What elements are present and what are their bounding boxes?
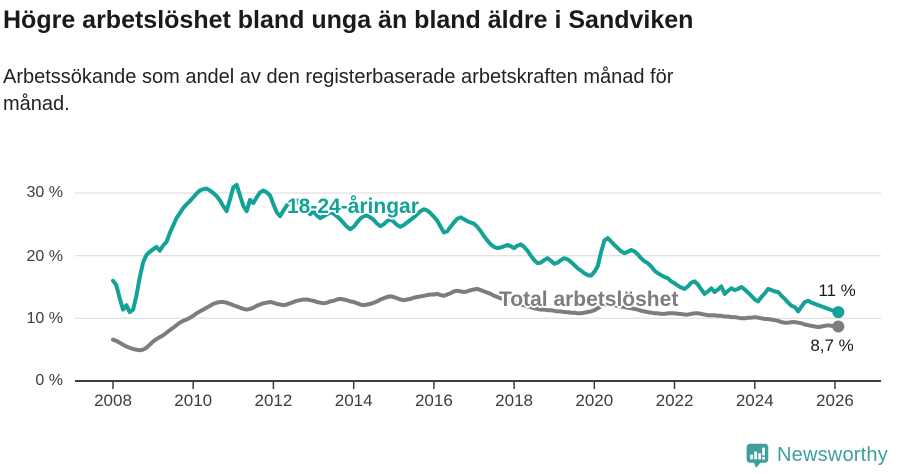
x-tick-label: 2020 [575, 391, 614, 410]
end-value-label-young: 11 % [818, 281, 856, 301]
y-tick-label: 30 % [26, 184, 63, 201]
newsworthy-logo-icon [746, 443, 769, 468]
x-tick-label: 2026 [816, 391, 854, 410]
x-tick-label: 2008 [94, 391, 132, 410]
series-label-total: Total arbetslöshet [499, 288, 679, 311]
newsworthy-logo: Newsworthy [744, 441, 888, 469]
x-tick-label: 2022 [655, 391, 694, 410]
chart-title: Högre arbetslöshet bland unga än bland ä… [3, 6, 694, 34]
x-tick-label: 2010 [174, 391, 213, 410]
x-tick-label: 2012 [254, 391, 293, 410]
y-tick-label: 10 % [26, 310, 63, 327]
x-tick-label: 2018 [495, 391, 533, 410]
x-tick-label: 2014 [334, 391, 373, 410]
chart-subtitle: Arbetssökande som andel av den registerb… [3, 66, 674, 115]
newsworthy-logo-text: Newsworthy [777, 443, 888, 466]
series-label-young: 18-24-åringar [287, 195, 419, 218]
x-tick-label: 2016 [414, 391, 453, 410]
y-tick-label: 0 % [35, 372, 63, 389]
y-tick-label: 20 % [26, 248, 63, 265]
end-value-label-total: 8,7 % [810, 336, 854, 356]
x-tick-label: 2024 [735, 391, 774, 410]
